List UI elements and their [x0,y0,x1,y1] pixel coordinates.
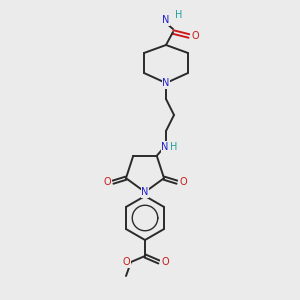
Text: H: H [175,10,183,20]
Text: H: H [170,142,178,152]
Text: O: O [161,257,169,267]
Text: N: N [141,187,149,197]
Text: O: O [103,177,111,187]
Text: O: O [122,257,130,267]
Text: N: N [162,15,170,25]
Text: N: N [162,78,170,88]
Text: O: O [191,31,199,41]
Text: O: O [179,177,187,187]
Text: N: N [161,142,169,152]
